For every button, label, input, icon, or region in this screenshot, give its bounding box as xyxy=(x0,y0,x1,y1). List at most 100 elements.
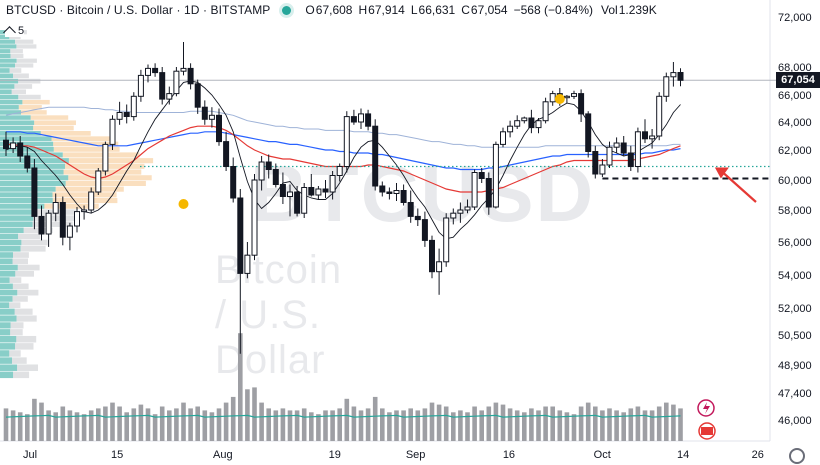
volume-profile-bar xyxy=(63,169,142,175)
volume-profile-bar xyxy=(0,270,16,277)
candle-body xyxy=(649,135,656,140)
candle-body xyxy=(514,120,521,127)
candle-body xyxy=(620,142,627,154)
volume-profile-bar xyxy=(10,49,23,54)
volume-profile-bar xyxy=(0,105,19,110)
indicators-toggle-button[interactable]: 5 xyxy=(3,24,25,39)
volume-bar xyxy=(664,402,669,441)
volume-bar xyxy=(621,412,626,441)
volume-bar xyxy=(578,406,584,441)
candle-body xyxy=(279,184,286,197)
ma-black-line xyxy=(5,80,681,240)
volume-profile-bar xyxy=(0,192,53,198)
candle-body xyxy=(152,67,159,74)
candle-body xyxy=(336,166,343,176)
candle-body xyxy=(429,239,435,273)
volume-profile-bar xyxy=(23,227,53,234)
candle-body xyxy=(592,151,599,175)
volume-profile-bar xyxy=(0,343,16,350)
volume-profile-bar xyxy=(0,44,17,49)
volume-profile-bar xyxy=(10,322,24,329)
candle-body xyxy=(287,191,293,197)
volume-bar xyxy=(493,402,499,441)
volume-bar xyxy=(81,414,87,441)
us-flag-stripes-icon xyxy=(701,427,713,435)
candle-body xyxy=(208,114,215,120)
candle-body xyxy=(500,131,506,145)
volume-profile-bar xyxy=(15,63,34,68)
volume-profile-bar xyxy=(44,203,99,209)
candle-body xyxy=(613,142,620,148)
volume-bar xyxy=(252,387,257,441)
volume-bar xyxy=(337,408,342,441)
volume-profile-bar xyxy=(18,105,42,110)
volume-profile-bar xyxy=(16,335,37,343)
volume-profile-bar xyxy=(32,221,73,227)
volume-profile-bar xyxy=(9,302,21,309)
volume-bar xyxy=(628,408,634,441)
volume-profile-bar xyxy=(52,192,117,198)
volume-bar xyxy=(188,408,193,441)
volume-profile-bar xyxy=(0,84,15,89)
candle-body xyxy=(670,72,677,78)
volume-bar xyxy=(344,398,350,441)
candle-body xyxy=(606,146,613,166)
volume-bar xyxy=(117,406,122,441)
volume-profile-bar xyxy=(0,120,35,126)
volume-profile-bar xyxy=(12,283,29,290)
volume-profile-bar xyxy=(21,239,48,246)
volume-bar xyxy=(678,408,683,441)
volume-label: Vol xyxy=(601,3,618,17)
y-tick-label: 68,000 xyxy=(778,62,812,74)
volume-value: 1.239K xyxy=(618,3,657,17)
volume-bar xyxy=(273,410,279,441)
candle-body xyxy=(265,161,272,170)
volume-profile-bar xyxy=(52,198,118,204)
candle-body xyxy=(542,101,549,122)
settings-gear-icon[interactable] xyxy=(789,448,805,464)
volume-bar xyxy=(53,412,58,441)
candle-body xyxy=(414,215,421,221)
volume-profile-bar xyxy=(16,44,37,49)
volume-bar xyxy=(103,406,108,441)
candle-body xyxy=(549,93,556,103)
y-tick-label: 46,000 xyxy=(778,415,812,427)
volume-bar xyxy=(593,406,598,441)
low-label: L xyxy=(410,3,418,17)
volume-bar xyxy=(159,406,165,441)
volume-bar xyxy=(39,402,44,441)
x-tick-label: Aug xyxy=(213,449,233,461)
volume-profile-bar xyxy=(0,264,18,271)
volume-profile-bar xyxy=(18,94,41,100)
volume-bar xyxy=(330,410,335,441)
volume-bar xyxy=(294,410,300,441)
volume-profile-bar xyxy=(0,215,34,221)
volume-profile-bar xyxy=(0,94,19,100)
candle-body xyxy=(528,117,535,129)
indicators-count: 5 xyxy=(18,24,25,37)
candle-body xyxy=(251,179,258,256)
close-label: C xyxy=(461,3,470,17)
candle-body xyxy=(365,113,372,127)
volume-profile-bar xyxy=(0,364,18,371)
volume-bar xyxy=(202,410,208,441)
volume-profile-bar xyxy=(0,357,12,364)
y-tick-label: 48,900 xyxy=(778,360,812,372)
volume-profile-bar xyxy=(16,58,37,63)
volume-profile-bar xyxy=(22,99,50,105)
symbol-title[interactable]: BTCUSD · Bitcoin / U.S. Dollar · 1D · BI… xyxy=(6,3,271,17)
volume-bar xyxy=(131,408,137,441)
ma-blue-line xyxy=(6,131,681,171)
volume-profile-bar xyxy=(13,73,29,79)
volume-bar xyxy=(571,414,577,441)
volume-profile-bar xyxy=(0,68,10,73)
candle-body xyxy=(216,114,222,143)
volume-profile-bar xyxy=(0,73,13,79)
candle-body xyxy=(315,188,322,196)
volume-bar xyxy=(642,410,648,441)
candle-body xyxy=(492,143,499,208)
volume-bar xyxy=(96,408,101,441)
candle-body xyxy=(464,206,471,211)
